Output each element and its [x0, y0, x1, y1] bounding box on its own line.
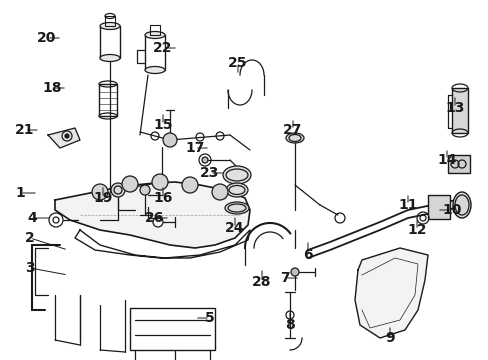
Text: 13: 13	[445, 101, 464, 115]
Text: 5: 5	[204, 311, 214, 325]
Polygon shape	[55, 182, 249, 248]
Circle shape	[65, 134, 69, 138]
Text: 15: 15	[153, 118, 172, 132]
Text: 28: 28	[252, 275, 271, 289]
Text: 4: 4	[27, 211, 37, 225]
Ellipse shape	[145, 67, 164, 73]
Text: 26: 26	[145, 211, 164, 225]
Circle shape	[140, 185, 150, 195]
Circle shape	[92, 184, 108, 200]
Ellipse shape	[452, 192, 470, 218]
Text: 1: 1	[15, 186, 25, 200]
Ellipse shape	[224, 202, 248, 214]
Text: 19: 19	[93, 191, 112, 205]
Ellipse shape	[100, 54, 120, 62]
Text: 8: 8	[285, 318, 294, 332]
Bar	[447, 155, 469, 173]
Circle shape	[122, 176, 138, 192]
Ellipse shape	[223, 166, 250, 184]
Text: 18: 18	[42, 81, 61, 95]
Polygon shape	[354, 248, 427, 338]
Circle shape	[290, 268, 298, 276]
Text: 21: 21	[15, 123, 35, 137]
Bar	[451, 88, 467, 133]
Bar	[145, 35, 164, 70]
Bar	[105, 16, 115, 26]
Circle shape	[163, 133, 177, 147]
Text: 16: 16	[153, 191, 172, 205]
Text: 27: 27	[283, 123, 302, 137]
Bar	[99, 84, 117, 116]
Ellipse shape	[100, 22, 120, 30]
Text: 20: 20	[37, 31, 57, 45]
Text: 6: 6	[303, 248, 312, 262]
Circle shape	[152, 174, 168, 190]
Text: 3: 3	[25, 261, 35, 275]
Bar	[427, 195, 449, 219]
Ellipse shape	[225, 183, 247, 197]
Bar	[150, 25, 160, 35]
Text: 7: 7	[280, 271, 289, 285]
Text: 23: 23	[200, 166, 219, 180]
Text: 9: 9	[385, 331, 394, 345]
Text: 17: 17	[185, 141, 204, 155]
Circle shape	[182, 177, 198, 193]
Text: 2: 2	[25, 231, 35, 245]
Text: 25: 25	[228, 56, 247, 70]
Bar	[100, 26, 120, 58]
Ellipse shape	[285, 133, 304, 143]
Text: 22: 22	[153, 41, 172, 55]
Ellipse shape	[145, 32, 164, 39]
Text: 12: 12	[407, 223, 426, 237]
Circle shape	[111, 183, 125, 197]
Text: 11: 11	[397, 198, 417, 212]
Bar	[130, 308, 215, 350]
Circle shape	[212, 184, 227, 200]
Text: 14: 14	[436, 153, 456, 167]
Circle shape	[202, 157, 207, 163]
Text: 10: 10	[442, 203, 461, 217]
Text: 24: 24	[225, 221, 244, 235]
Polygon shape	[48, 128, 80, 148]
